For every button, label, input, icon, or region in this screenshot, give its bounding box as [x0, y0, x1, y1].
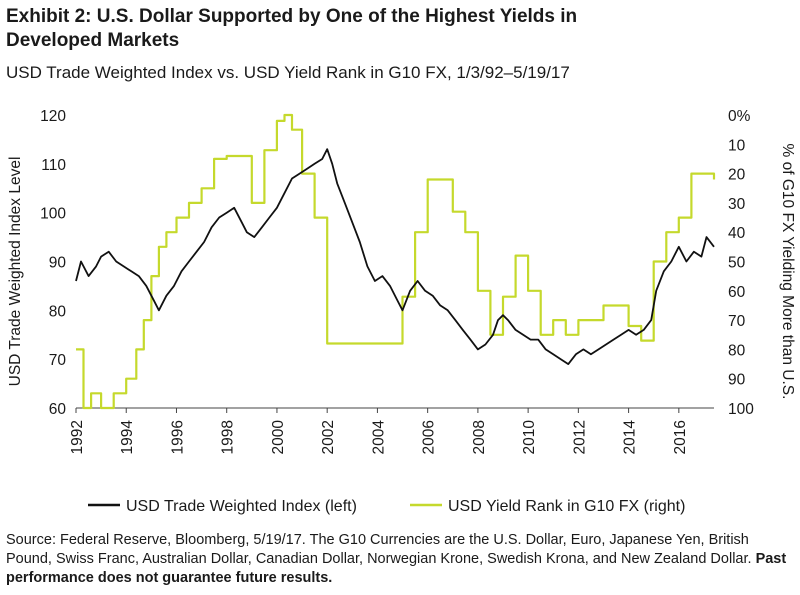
y-left-tick-label: 80: [49, 303, 67, 320]
x-tick-label: 2004: [370, 420, 387, 455]
x-tick-label: 2000: [270, 420, 287, 455]
y-axis-label-left: USD Trade Weighted Index Level: [7, 157, 24, 387]
y-left-tick-label: 90: [49, 255, 67, 272]
y-right-tick-label: 40: [728, 225, 746, 242]
y-axis-label-right: % of G10 FX Yielding More than U.S.: [779, 144, 796, 400]
y-right-tick-label: 100: [728, 401, 754, 418]
y-right-tick-label: 70: [728, 313, 746, 330]
y-left-tick-label: 120: [40, 108, 66, 125]
footnote-source-text: Source: Federal Reserve, Bloomberg, 5/19…: [6, 532, 756, 567]
x-tick-label: 2012: [571, 420, 588, 454]
y-right-tick-label: 60: [728, 284, 746, 301]
left-axis: 60 70 80 90 100 110 120: [40, 108, 66, 418]
x-tick-label: 1992: [69, 420, 86, 454]
plot-area: [75, 113, 716, 410]
y-right-tick-label: 50: [728, 255, 746, 272]
x-tick-label: 2008: [471, 420, 488, 454]
title-line-2: Developed Markets: [6, 30, 180, 51]
x-tick-label: 2010: [521, 420, 538, 455]
x-tick-label: 1996: [169, 420, 186, 454]
chart-subtitle: USD Trade Weighted Index vs. USD Yield R…: [6, 63, 570, 82]
y-right-tick-label: 90: [728, 372, 746, 389]
chart-svg: 60 70 80 90 100 110 120 0% 10 20 30 40 50 60 70 80 90 10…: [7, 108, 796, 515]
y-left-tick-label: 60: [49, 401, 67, 418]
legend-label-usd-index: USD Trade Weighted Index (left): [126, 498, 357, 515]
y-right-tick-label: 20: [728, 167, 746, 184]
x-tick-label: 1998: [220, 420, 237, 454]
x-axis: 1992 1994 1996 1998 2000 2002 2004 2006 2008 2010…: [69, 408, 689, 454]
series-line-yield-rank: [76, 113, 716, 410]
y-left-tick-label: 100: [40, 206, 66, 223]
x-tick-label: 2002: [320, 420, 337, 454]
x-tick-label: 2014: [622, 420, 639, 455]
series-line-usd-index: [75, 148, 715, 365]
right-axis: 0% 10 20 30 40 50 60 70 80 90 100: [728, 108, 754, 418]
y-right-tick-label: 80: [728, 342, 746, 359]
x-tick-label: 2006: [421, 420, 438, 454]
y-right-tick-label: 10: [728, 137, 746, 154]
chart-title: Exhibit 2: U.S. Dollar Supported by One …: [6, 5, 786, 53]
legend-label-yield-rank: USD Yield Rank in G10 FX (right): [448, 498, 685, 515]
footnote-disclaimer: Past performance does not guarantee futu…: [6, 551, 787, 586]
y-right-tick-label: 30: [728, 196, 746, 213]
legend: USD Trade Weighted Index (left) USD Yiel…: [88, 498, 685, 515]
x-tick-label: 2016: [672, 420, 689, 454]
title-line-1: Exhibit 2: U.S. Dollar Supported by One …: [6, 6, 578, 27]
y-left-tick-label: 70: [49, 352, 67, 369]
source-footnote: Source: Federal Reserve, Bloomberg, 5/19…: [6, 531, 796, 588]
y-right-tick-label: 0%: [728, 108, 751, 125]
y-left-tick-label: 110: [41, 157, 66, 174]
x-tick-label: 1994: [119, 420, 136, 455]
